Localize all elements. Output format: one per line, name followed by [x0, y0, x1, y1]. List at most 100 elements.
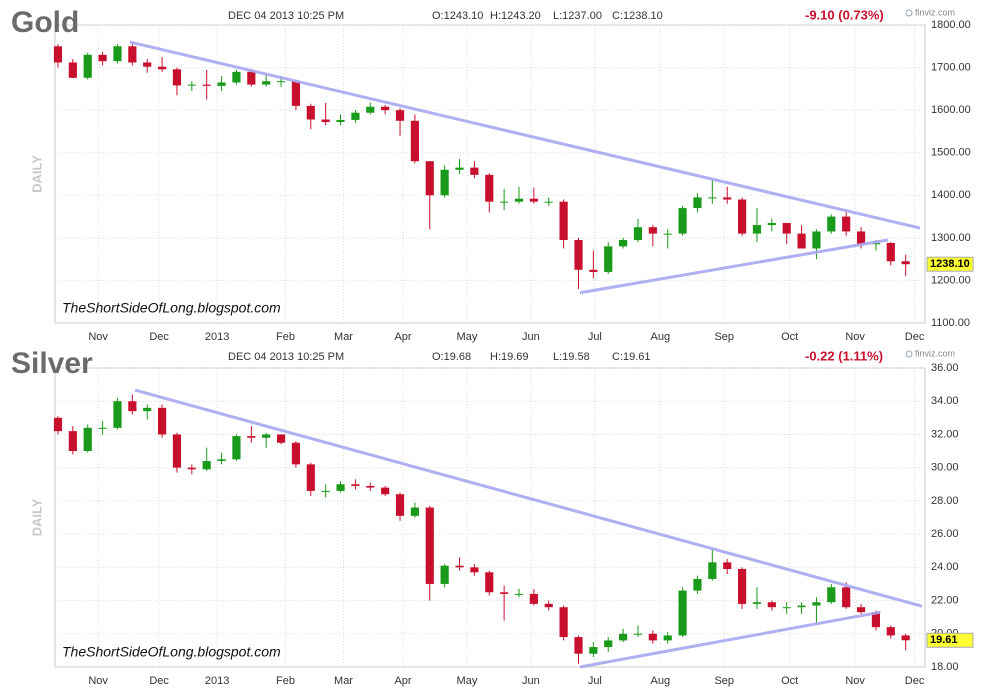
candle-body	[425, 161, 434, 196]
candle-body	[559, 201, 568, 240]
candle-body	[723, 562, 732, 569]
candle-body	[425, 507, 434, 584]
last-price-box	[926, 632, 974, 648]
candle-body	[187, 84, 196, 86]
x-tick-label: Apr	[394, 675, 411, 687]
y-tick-label: 24.00	[931, 561, 959, 573]
candle-body	[856, 231, 866, 245]
candle-body	[589, 647, 598, 654]
candle-body	[574, 637, 583, 654]
x-tick-label: 2013	[205, 675, 229, 687]
candle-body	[842, 587, 851, 608]
candle-body	[633, 633, 643, 635]
candle-body	[529, 593, 538, 604]
plot-area	[54, 367, 926, 668]
candle-body	[217, 82, 226, 86]
candle-body	[767, 222, 776, 226]
candle-body	[366, 485, 375, 488]
y-tick-label: 1100.00	[931, 317, 970, 329]
x-tick-label: 2013	[205, 331, 229, 343]
candle-body	[410, 120, 419, 162]
candle-body	[663, 233, 672, 235]
plot-area	[54, 24, 926, 324]
candle-body	[247, 71, 256, 85]
y-tick-label: 22.00	[931, 594, 959, 606]
candle-body	[797, 233, 806, 249]
x-tick-label: Mar	[334, 675, 353, 687]
candle-body	[98, 427, 107, 429]
candle-body	[856, 607, 866, 613]
candle-body	[544, 603, 553, 608]
y-tick-label: 26.00	[931, 528, 959, 540]
candle-body	[470, 567, 479, 573]
quote: O:1243.10	[432, 10, 483, 22]
candle-body	[544, 201, 553, 203]
candle-body	[693, 578, 702, 591]
candle-body	[619, 633, 628, 641]
candle-body	[901, 635, 910, 641]
candle-body	[157, 407, 167, 435]
x-tick-label: Dec	[149, 331, 169, 343]
candle-body	[381, 487, 390, 495]
y-tick-label: 32.00	[931, 428, 959, 440]
x-tick-label: Mar	[334, 331, 353, 343]
y-tick-label: 30.00	[931, 462, 959, 474]
candle-body	[514, 198, 524, 202]
change: -9.10 (0.73%)	[805, 7, 884, 22]
candle-body	[842, 216, 851, 232]
candle-body	[812, 602, 821, 606]
candle-body	[395, 110, 405, 121]
quote: L:1237.00	[553, 10, 602, 22]
candle-body	[500, 201, 509, 203]
candle-body	[276, 81, 286, 83]
candle-body	[395, 494, 405, 516]
x-tick-label: Dec	[905, 675, 925, 687]
candle-body	[291, 442, 301, 465]
x-tick-label: Jul	[588, 331, 602, 343]
candle-body	[291, 81, 301, 106]
candle-body	[172, 434, 182, 468]
candle-body	[737, 199, 747, 234]
watermark: TheShortSideOfLong.blogspot.com	[62, 300, 281, 316]
candle-body	[83, 427, 92, 452]
quote: H:19.69	[490, 351, 529, 363]
y-tick-label: 34.00	[931, 395, 959, 407]
candle-body	[455, 565, 464, 568]
candle-body	[678, 590, 687, 636]
x-tick-label: May	[457, 331, 478, 343]
axis-label: DAILY	[29, 498, 44, 536]
candle-body	[306, 464, 315, 491]
candle-body	[53, 417, 63, 432]
y-tick-label: 1300.00	[931, 232, 971, 244]
quote: C:19.61	[612, 351, 651, 363]
candle-body	[83, 54, 92, 78]
candle-body	[113, 401, 122, 428]
candle-body	[529, 198, 538, 202]
last-price-label: 1238.10	[930, 258, 970, 270]
x-tick-label: Sep	[714, 675, 734, 687]
y-tick-label: 28.00	[931, 495, 959, 507]
candle-body	[262, 81, 271, 85]
candle-body	[440, 169, 449, 196]
candle-body	[321, 490, 330, 492]
candle-body	[351, 112, 360, 120]
candle-body	[752, 602, 762, 604]
x-tick-label: Aug	[650, 331, 670, 343]
candle-body	[68, 431, 77, 452]
timestamp: DEC 04 2013 10:25 PM	[228, 10, 344, 22]
chart-panel: 1100.00 1200.00 1300.00 1400.00 1500.00 1600.…	[11, 6, 974, 343]
candle-body	[708, 197, 717, 199]
candle-body	[98, 54, 107, 62]
candle-body	[633, 227, 643, 240]
chart-panel: 18.0020.0022.0024.0026.0028.0030.0032.00…	[11, 347, 974, 687]
x-tick-label: Jul	[588, 675, 602, 687]
candle-body	[871, 242, 881, 245]
candle-body	[321, 119, 330, 123]
candle-body	[157, 66, 167, 70]
candle-body	[678, 208, 687, 234]
candle-body	[336, 484, 345, 491]
candle-body	[187, 467, 196, 470]
x-tick-label: Jun	[522, 331, 540, 343]
candle-body	[500, 592, 509, 594]
candle-body	[53, 46, 63, 63]
